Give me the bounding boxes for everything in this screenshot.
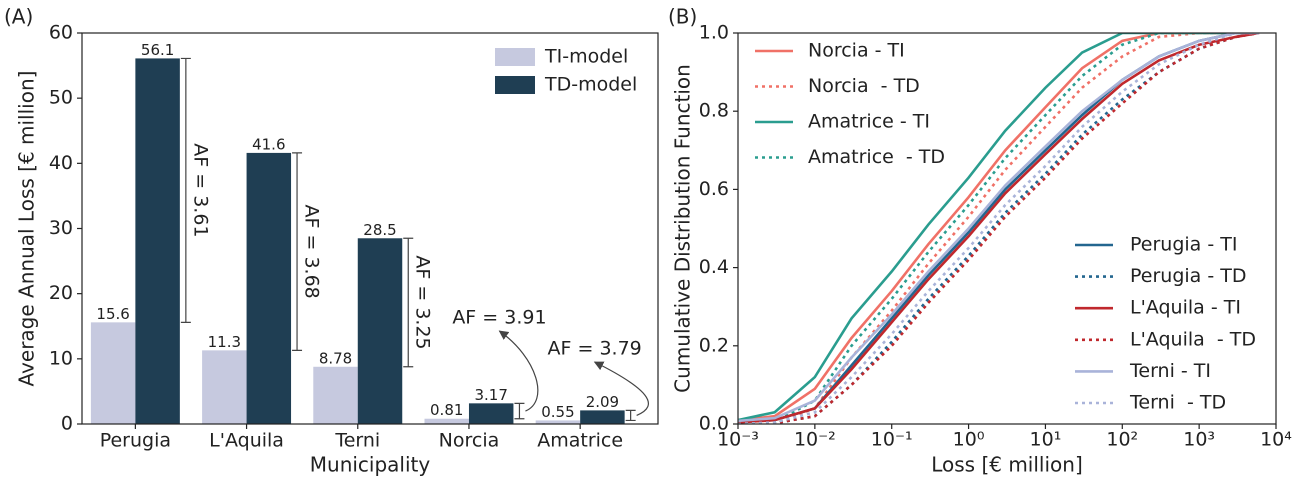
x-tick-label: 10³ xyxy=(1183,429,1215,451)
cdf-line xyxy=(738,33,1260,424)
value-label: 0.81 xyxy=(430,401,463,419)
x-axis-label: Loss [€ million] xyxy=(931,453,1083,477)
x-tick-label: 10¹ xyxy=(1030,429,1062,451)
af-arrow xyxy=(498,330,539,412)
x-tick-label: 10² xyxy=(1106,429,1138,451)
panel-label: (A) xyxy=(4,5,33,29)
legend-label: L'Aquila - TD xyxy=(1130,328,1256,350)
y-tick-label: 0.0 xyxy=(699,413,729,435)
legend-label: L'Aquila - TI xyxy=(1130,297,1241,319)
value-label: 28.5 xyxy=(363,221,396,239)
af-bracket xyxy=(625,409,636,422)
x-tick-label: 10⁻² xyxy=(794,429,836,451)
bar xyxy=(468,403,514,424)
bar xyxy=(580,410,625,424)
bar xyxy=(424,418,469,424)
y-tick-label: 20 xyxy=(49,282,73,304)
y-tick-label: 40 xyxy=(49,152,73,174)
x-axis-label: Municipality xyxy=(310,453,431,477)
value-label: 41.6 xyxy=(252,135,285,153)
y-axis-label: Average Annual Loss [€ million] xyxy=(15,71,39,387)
y-tick-label: 0.2 xyxy=(699,334,729,356)
cdf-line xyxy=(738,33,1260,424)
cdf-line xyxy=(738,33,1259,424)
legend-label: TI-model xyxy=(544,46,628,68)
legend-label: Perugia - TI xyxy=(1130,234,1237,256)
af-label: AF = 3.79 xyxy=(548,338,642,360)
y-tick-label: 0.6 xyxy=(699,178,729,200)
legend-label: Norcia - TD xyxy=(808,75,920,97)
value-label: 15.6 xyxy=(96,305,129,323)
legend-label: Terni - TD xyxy=(1129,392,1226,414)
af-label: AF = 3.91 xyxy=(452,307,546,329)
x-tick-label: L'Aquila xyxy=(209,430,284,452)
plot-frame xyxy=(81,32,659,425)
panel-label: (B) xyxy=(668,5,697,29)
value-label: 11.3 xyxy=(208,333,241,351)
value-label: 2.09 xyxy=(586,393,619,411)
bar xyxy=(90,322,136,424)
value-label: 0.55 xyxy=(541,403,574,421)
y-tick-label: 1.0 xyxy=(699,22,729,44)
af-bracket xyxy=(514,402,525,420)
legend-label: Amatrice - TD xyxy=(808,146,945,168)
value-label: 3.17 xyxy=(475,386,508,404)
x-tick-label: 10⁴ xyxy=(1260,429,1292,451)
cdf-line xyxy=(738,33,1259,422)
x-tick-label: Norcia xyxy=(439,430,500,452)
legend-swatch xyxy=(495,76,535,94)
x-tick-label: 10⁻³ xyxy=(717,429,759,451)
x-tick-label: 10⁻¹ xyxy=(871,429,913,451)
legend-label: Terni - TI xyxy=(1129,360,1211,382)
bar xyxy=(135,58,180,424)
plot-lines xyxy=(738,33,1260,424)
bar xyxy=(357,238,403,424)
plot-frame xyxy=(737,32,1277,425)
x-tick-label: 10⁰ xyxy=(953,429,985,451)
af-arrow xyxy=(593,361,649,416)
legend-label: Amatrice - TI xyxy=(808,111,930,133)
y-tick-label: 30 xyxy=(49,217,73,239)
af-label: AF = 3.68 xyxy=(301,205,323,299)
af-bracket xyxy=(292,152,303,351)
legend-label: Perugia - TD xyxy=(1130,265,1246,287)
bar xyxy=(535,420,581,424)
cdf-line xyxy=(738,33,1259,423)
legend-label: TD-model xyxy=(544,74,637,96)
y-axis-label: Cumulative Distribution Function xyxy=(671,64,695,393)
y-tick-label: 0.4 xyxy=(699,256,729,278)
bar xyxy=(246,152,292,424)
af-label: AF = 3.25 xyxy=(412,255,434,349)
y-tick-label: 10 xyxy=(49,347,73,369)
y-tick-label: 50 xyxy=(49,87,73,109)
y-tick-label: 0.8 xyxy=(699,100,729,122)
value-label: 8.78 xyxy=(319,349,352,367)
legend-label: Norcia - TI xyxy=(808,40,905,62)
cdf-line xyxy=(738,33,1259,424)
legend-swatch xyxy=(495,48,535,66)
x-tick-label: Terni xyxy=(334,430,380,452)
af-label: AF = 3.61 xyxy=(189,143,211,237)
y-tick-label: 0 xyxy=(61,413,73,435)
value-label: 56.1 xyxy=(141,41,174,59)
af-bracket xyxy=(403,237,414,368)
x-tick-label: Perugia xyxy=(100,430,171,452)
af-bracket xyxy=(180,57,191,323)
cdf-line xyxy=(738,33,1259,422)
y-tick-label: 60 xyxy=(49,22,73,44)
bar xyxy=(202,350,247,424)
x-tick-label: Amatrice xyxy=(537,430,623,452)
bar xyxy=(313,366,358,424)
